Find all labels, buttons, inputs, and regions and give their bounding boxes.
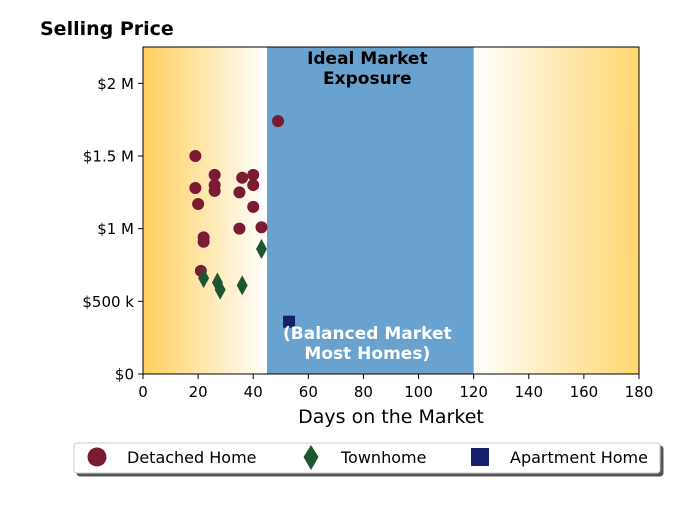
legend: Detached Home Townhome Apartment Home xyxy=(73,442,661,474)
legend-box xyxy=(73,442,661,474)
x-tick-label: 120 xyxy=(459,383,488,401)
detached-home-point xyxy=(247,179,260,192)
detached-home-point xyxy=(192,197,205,210)
detached-home-point xyxy=(247,200,260,213)
detached-home-point xyxy=(189,150,202,162)
legend-marker-apartment-home xyxy=(471,448,489,466)
townhome-point xyxy=(198,268,210,289)
x-tick-label: 20 xyxy=(189,383,208,401)
x-tick-label: 60 xyxy=(299,383,318,401)
right-gradient-region xyxy=(473,47,639,374)
y-tick-label: $1 M xyxy=(97,220,134,238)
detached-home-point xyxy=(208,168,221,181)
legend-marker-detached-home xyxy=(87,447,107,467)
detached-home-point xyxy=(233,186,246,199)
data-points xyxy=(189,115,296,328)
x-tick-label: 0 xyxy=(138,383,148,401)
y-tick-label: $2 M xyxy=(97,75,134,93)
detached-home-point xyxy=(233,222,246,235)
legend-label-townhome: Townhome xyxy=(340,448,426,467)
townhome-point xyxy=(236,275,248,296)
detached-home-point xyxy=(197,235,210,248)
x-tick-label: 80 xyxy=(354,383,373,401)
plot-background xyxy=(143,47,639,374)
chart-title: Selling Price xyxy=(40,18,174,40)
townhome-point xyxy=(214,279,226,300)
detached-home-point xyxy=(272,115,285,128)
band-bottom-label: Most Homes) xyxy=(304,344,430,364)
y-tick-label: $500 k xyxy=(82,293,134,311)
x-tick-label: 140 xyxy=(514,383,543,401)
band-top-label: Exposure xyxy=(323,69,412,89)
left-gradient-region xyxy=(143,47,267,374)
legend-label-apartment-home: Apartment Home xyxy=(510,448,648,467)
detached-home-point xyxy=(189,181,202,194)
detached-home-point xyxy=(255,221,268,234)
townhome-point xyxy=(255,239,267,260)
detached-home-point xyxy=(208,184,221,197)
plot-frame xyxy=(142,46,640,375)
legend-marker-townhome xyxy=(303,445,319,470)
x-tick-label: 100 xyxy=(404,383,433,401)
detached-home-point xyxy=(247,168,260,181)
x-tick-label: 40 xyxy=(244,383,263,401)
y-tick-label: $1.5 M xyxy=(83,148,134,166)
y-tick-label: $0 xyxy=(115,366,134,384)
ideal-exposure-band xyxy=(267,47,474,374)
band-top-label: Ideal Market xyxy=(307,49,428,69)
legend-label-detached-home: Detached Home xyxy=(127,448,257,467)
x-tick-label: 160 xyxy=(570,383,599,401)
band-bottom-label: (Balanced Market xyxy=(283,324,452,344)
apartment-home-point xyxy=(283,315,296,328)
x-tick-label: 180 xyxy=(625,383,654,401)
x-axis-label: Days on the Market xyxy=(298,406,484,428)
axes: 0 20 40 60 80 100 120 140 160 180 $0 $500 k $1 M $1.5… xyxy=(82,46,654,401)
detached-home-point xyxy=(236,171,249,184)
